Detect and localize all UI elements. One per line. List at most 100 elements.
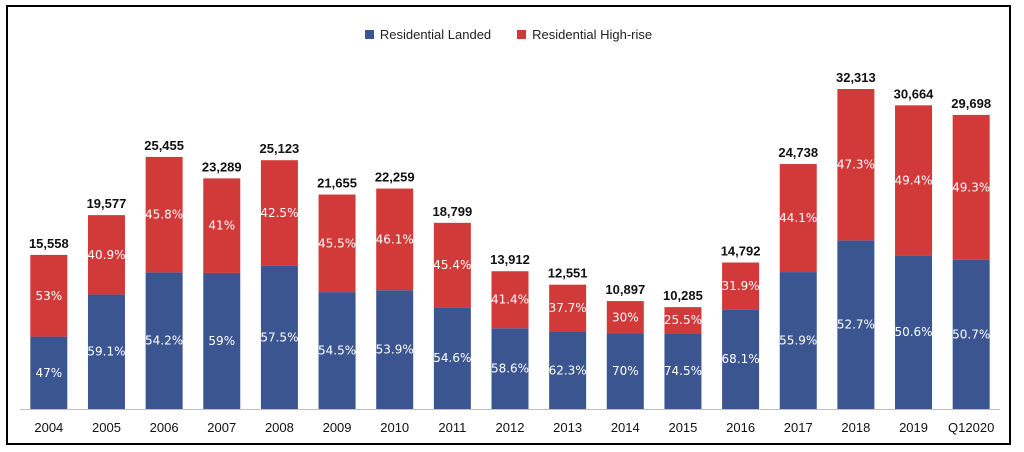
- label-landed-2010: 53.9%: [376, 343, 414, 357]
- total-label-2015: 10,285: [663, 288, 703, 303]
- bar-landed-2015: [664, 333, 702, 409]
- label-highrise-2013: 37.7%: [549, 301, 587, 315]
- label-landed-2013: 62.3%: [549, 363, 587, 377]
- x-tick-2017: 2017: [784, 420, 813, 435]
- bar-landed-2017: [779, 272, 817, 409]
- x-tick-2009: 2009: [323, 420, 352, 435]
- bar-highrise-2014: [606, 301, 644, 334]
- legend-label-landed: Residential Landed: [379, 27, 492, 42]
- bar-landed-2007: [203, 272, 241, 409]
- x-tick-2016: 2016: [726, 420, 755, 435]
- label-highrise-2017: 44.1%: [779, 211, 817, 225]
- total-label-2014: 10,897: [605, 282, 645, 297]
- bar-highrise-2016: [722, 262, 760, 310]
- x-tick-2008: 2008: [265, 420, 294, 435]
- legend-item-landed: Residential Landed: [364, 27, 492, 42]
- bar-landed-2006: [145, 272, 183, 409]
- label-landed-2009: 54.5%: [318, 344, 356, 358]
- bar-landed-2013: [549, 331, 587, 409]
- total-label-2013: 12,551: [548, 266, 588, 281]
- label-landed-2005: 59.1%: [87, 345, 125, 359]
- bar-highrise-2004: [30, 254, 68, 337]
- bar-highrise-2015: [664, 307, 702, 334]
- label-highrise-2007: 41%: [208, 219, 235, 233]
- bar-highrise-2019: [895, 105, 933, 256]
- label-highrise-2006: 45.8%: [145, 208, 183, 222]
- bar-landed-2011: [433, 307, 471, 409]
- bar-highrise-2013: [549, 284, 587, 332]
- label-highrise-2005: 40.9%: [87, 248, 125, 262]
- bar-highrise-2009: [318, 194, 356, 293]
- label-highrise-2010: 46.1%: [376, 232, 414, 246]
- total-label-2019: 30,664: [894, 86, 935, 101]
- bar-landed-2018: [837, 240, 875, 409]
- total-label-2012: 13,912: [490, 252, 530, 267]
- bar-highrise-2017: [779, 164, 817, 273]
- label-landed-2011: 54.6%: [433, 351, 471, 365]
- x-tick-2007: 2007: [207, 420, 236, 435]
- total-label-Q12020: 29,698: [951, 96, 991, 111]
- bar-highrise-2006: [145, 156, 183, 273]
- label-landed-2016: 68.1%: [722, 352, 760, 366]
- bar-landed-2016: [722, 309, 760, 409]
- legend-item-highrise: Residential High-rise: [517, 27, 652, 42]
- x-tick-2019: 2019: [899, 420, 928, 435]
- label-highrise-2004: 53%: [35, 289, 62, 303]
- x-tick-2014: 2014: [611, 420, 640, 435]
- label-highrise-2019: 49.4%: [894, 173, 932, 187]
- total-label-2005: 19,577: [87, 196, 127, 211]
- bar-highrise-2007: [203, 178, 241, 273]
- label-landed-2008: 57.5%: [260, 330, 298, 344]
- bar-landed-2008: [260, 265, 298, 409]
- total-label-2011: 18,799: [432, 204, 472, 219]
- total-label-2007: 23,289: [202, 159, 242, 174]
- label-landed-2004: 47%: [35, 366, 62, 380]
- x-tick-2012: 2012: [496, 420, 525, 435]
- total-label-2016: 14,792: [721, 244, 761, 259]
- x-tick-2018: 2018: [841, 420, 870, 435]
- label-landed-2012: 58.6%: [491, 362, 529, 376]
- label-landed-2017: 55.9%: [779, 334, 817, 348]
- label-highrise-2016: 31.9%: [722, 279, 760, 293]
- total-label-2009: 21,655: [317, 176, 357, 191]
- total-label-2008: 25,123: [260, 141, 300, 156]
- legend-swatch-landed: [364, 30, 374, 39]
- total-label-2006: 25,455: [144, 138, 184, 153]
- bar-landed-2014: [606, 333, 644, 409]
- total-label-2004: 15,558: [29, 236, 69, 251]
- x-tick-2015: 2015: [668, 420, 697, 435]
- bar-landed-2019: [895, 255, 933, 409]
- x-tick-2004: 2004: [34, 420, 63, 435]
- x-tick-Q12020: Q12020: [948, 420, 994, 435]
- label-landed-2019: 50.6%: [894, 325, 932, 339]
- label-highrise-2014: 30%: [612, 310, 639, 324]
- bar-highrise-2005: [87, 215, 125, 295]
- label-highrise-2015: 25.5%: [664, 313, 702, 327]
- legend-swatch-highrise: [517, 30, 527, 39]
- legend: Residential Landed Residential High-rise: [8, 27, 1009, 42]
- bar-highrise-2012: [491, 271, 529, 329]
- bar-landed-2005: [87, 294, 125, 409]
- bar-highrise-2018: [837, 89, 875, 241]
- label-highrise-2008: 42.5%: [260, 206, 298, 220]
- bar-landed-2009: [318, 292, 356, 409]
- x-tick-2013: 2013: [553, 420, 582, 435]
- label-highrise-2011: 45.4%: [433, 258, 471, 272]
- bar-highrise-2011: [433, 222, 471, 308]
- bar-highrise-2008: [260, 160, 298, 266]
- bar-highrise-2010: [376, 188, 414, 291]
- x-tick-2011: 2011: [438, 420, 466, 435]
- label-landed-2007: 59%: [208, 334, 235, 348]
- bar-landed-2010: [376, 290, 414, 409]
- total-label-2010: 22,259: [375, 170, 415, 185]
- legend-label-highrise: Residential High-rise: [532, 27, 653, 42]
- total-label-2017: 24,738: [778, 145, 818, 160]
- x-tick-2010: 2010: [380, 420, 409, 435]
- label-highrise-2012: 41.4%: [491, 293, 529, 307]
- x-tick-2006: 2006: [150, 420, 179, 435]
- bar-highrise-Q12020: [952, 114, 990, 260]
- total-label-2018: 32,313: [836, 70, 876, 85]
- label-landed-2015: 74.5%: [664, 364, 702, 378]
- label-landed-Q12020: 50.7%: [952, 327, 990, 341]
